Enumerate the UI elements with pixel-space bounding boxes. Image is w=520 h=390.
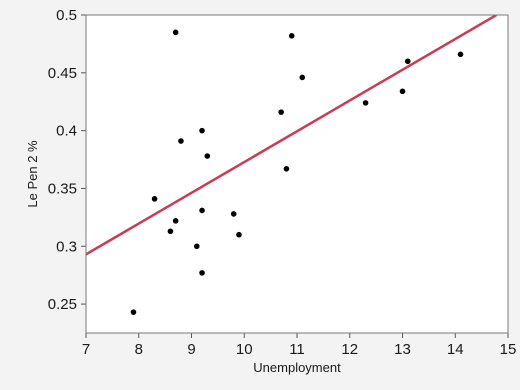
data-point: [299, 74, 306, 81]
x-tick-label: 13: [394, 341, 411, 358]
data-point: [172, 29, 179, 36]
data-point: [178, 138, 184, 144]
plot-frame: [85, 14, 509, 334]
x-axis-label: Unemployment: [253, 360, 341, 375]
data-point: [230, 211, 237, 217]
data-point: [199, 270, 205, 276]
y-tick-label: 0.5: [56, 7, 77, 24]
plot-area: [86, 15, 508, 333]
fit-line-layer: [86, 15, 498, 256]
data-point: [199, 127, 205, 134]
y-tick-label: 0.25: [48, 296, 77, 313]
data-point: [278, 109, 284, 115]
y-tick-label: 0.3: [56, 238, 77, 255]
data-point: [399, 88, 406, 95]
x-tick-label: 14: [447, 341, 464, 358]
data-point: [362, 100, 369, 106]
x-tick-label: 9: [187, 341, 195, 358]
points-layer: [130, 29, 464, 315]
y-tick-label: 0.45: [48, 65, 77, 82]
data-point: [193, 243, 200, 250]
y-tick-label: 0.35: [48, 180, 77, 197]
x-tick-label: 12: [341, 341, 358, 358]
data-point: [172, 218, 179, 224]
x-tick-label: 15: [500, 341, 517, 358]
x-tick-label: 11: [289, 341, 305, 358]
y-axis-label: Le Pen 2 %: [25, 140, 40, 208]
data-point: [283, 165, 290, 172]
data-point: [167, 228, 174, 235]
data-point: [236, 231, 242, 238]
x-tick-label: 7: [82, 341, 90, 358]
data-point: [288, 33, 295, 39]
data-point: [151, 196, 158, 202]
data-point: [130, 309, 137, 315]
data-point: [404, 58, 411, 65]
regression-line: [86, 15, 498, 256]
x-tick-label: 10: [236, 341, 253, 358]
x-tick-label: 8: [135, 341, 143, 358]
x-axis-ticks: 7 8 9 10 11 12 13 14 15: [82, 333, 517, 358]
y-tick-label: 0.4: [56, 123, 77, 140]
data-point: [199, 207, 205, 214]
y-axis-ticks: 0.25 0.3 0.35 0.4 0.45 0.5: [48, 7, 86, 313]
data-point: [204, 153, 211, 159]
data-point: [457, 51, 464, 58]
